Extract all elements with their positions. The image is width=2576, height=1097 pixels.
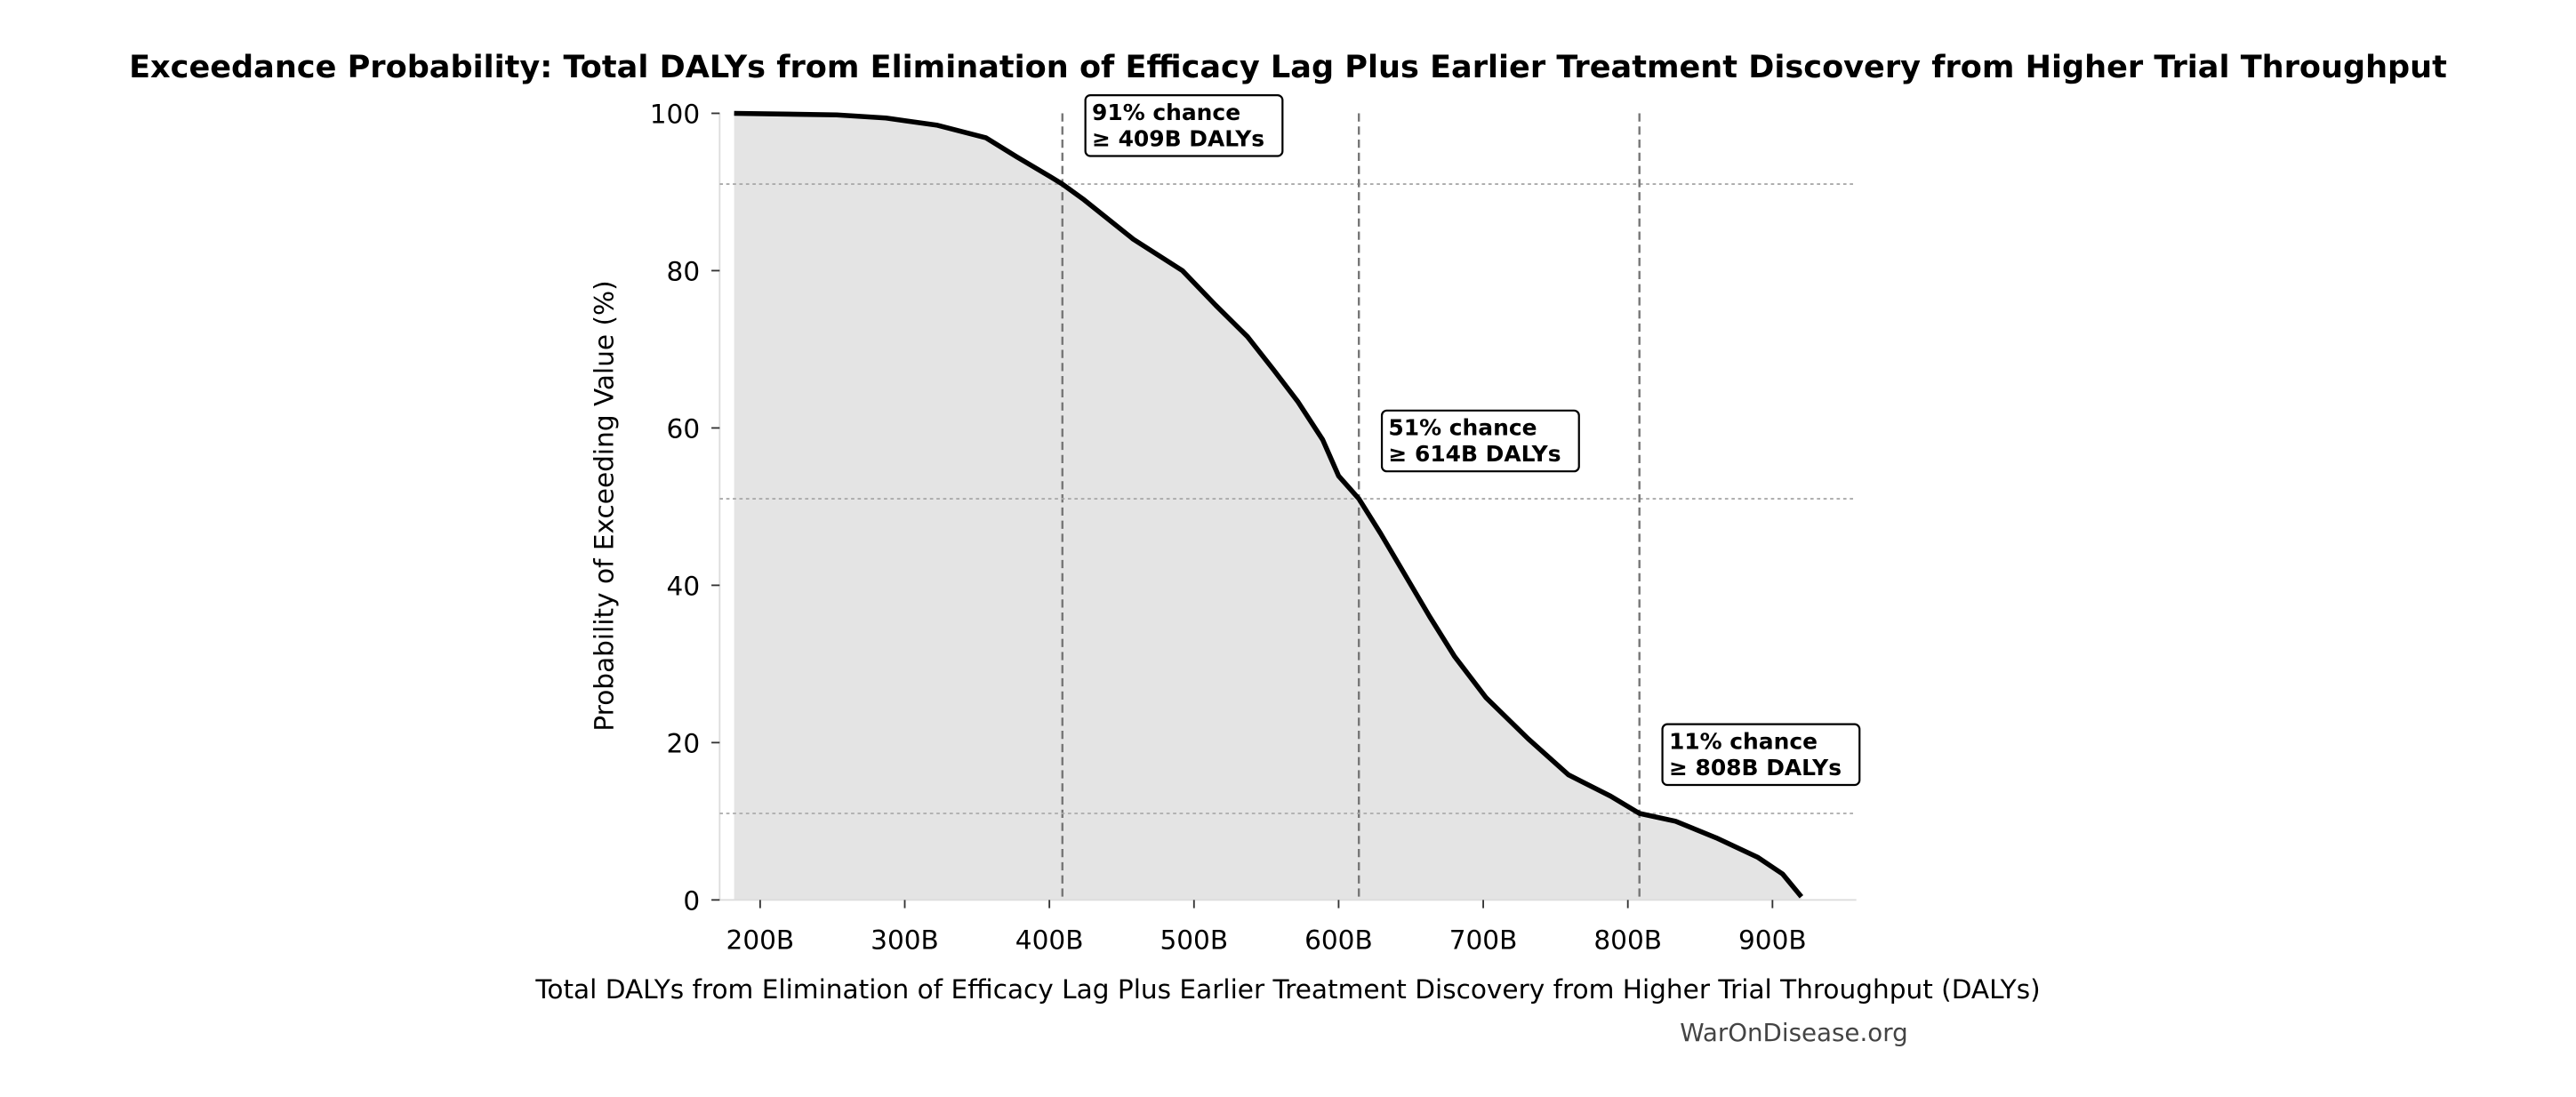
y-tick-label: 100 bbox=[650, 100, 700, 130]
annotation-text: 91% chance bbox=[1092, 100, 1240, 125]
y-tick-label: 40 bbox=[667, 571, 701, 601]
x-tick-label: 500B bbox=[1160, 925, 1228, 956]
x-axis-label: Total DALYs from Elimination of Efficacy… bbox=[534, 974, 2040, 1005]
annotation-text: 51% chance bbox=[1388, 415, 1537, 441]
y-tick-label: 80 bbox=[667, 257, 701, 287]
annotation-box: 11% chance≥ 808B DALYs bbox=[1661, 723, 1861, 787]
annotation-text: ≥ 409B DALYs bbox=[1092, 125, 1264, 151]
chart-title: Exceedance Probability: Total DALYs from… bbox=[129, 49, 2447, 85]
watermark: WarOnDisease.org bbox=[1680, 1018, 1907, 1047]
x-tick-label: 700B bbox=[1449, 925, 1518, 956]
y-axis-label: Probability of Exceeding Value (%) bbox=[589, 280, 619, 731]
annotation-text: 11% chance bbox=[1669, 728, 1818, 754]
annotation-box: 51% chance≥ 614B DALYs bbox=[1380, 409, 1580, 473]
x-tick-label: 400B bbox=[1015, 925, 1084, 956]
annotation-text: ≥ 614B DALYs bbox=[1388, 441, 1561, 467]
y-tick-label: 20 bbox=[667, 728, 701, 758]
annotation-border bbox=[1380, 409, 1580, 473]
x-tick-label: 900B bbox=[1738, 925, 1807, 956]
annotation-box: 91% chance≥ 409B DALYs bbox=[1084, 94, 1284, 157]
x-tick-label: 200B bbox=[726, 925, 795, 956]
x-tick-label: 600B bbox=[1304, 925, 1373, 956]
annotation-text: ≥ 808B DALYs bbox=[1669, 755, 1842, 781]
annotation-border bbox=[1661, 723, 1861, 787]
area-fill bbox=[734, 113, 1802, 901]
y-tick-label: 60 bbox=[667, 413, 701, 444]
exceedance-curve bbox=[734, 110, 1804, 899]
y-tick-label: 0 bbox=[683, 885, 700, 916]
x-tick-label: 800B bbox=[1593, 925, 1662, 956]
annotation-border bbox=[1084, 94, 1284, 157]
x-tick-label: 300B bbox=[871, 925, 939, 956]
